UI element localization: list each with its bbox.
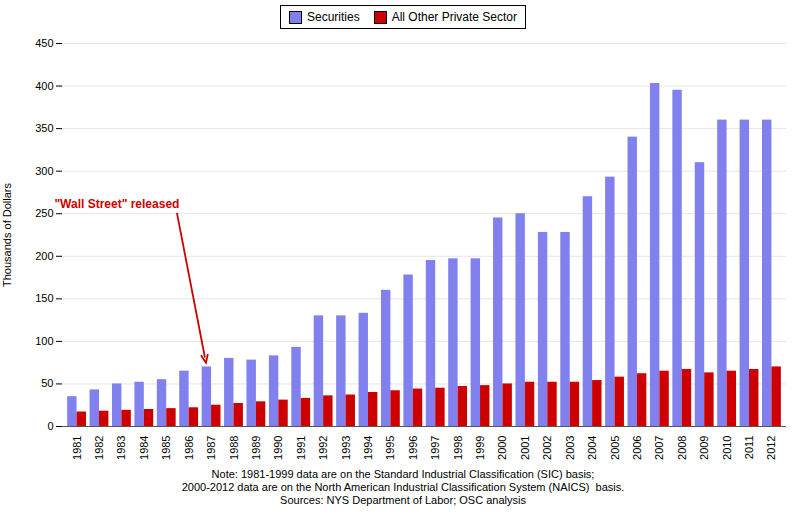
svg-text:2012: 2012	[765, 436, 777, 460]
svg-text:100: 100	[35, 335, 53, 347]
svg-text:1983: 1983	[115, 436, 127, 460]
svg-text:1994: 1994	[362, 436, 374, 460]
html-text:Securities: Securities	[307, 10, 360, 24]
svg-text:2010: 2010	[721, 436, 733, 460]
svg-text:1985: 1985	[160, 436, 172, 460]
svg-text:2007: 2007	[653, 436, 665, 460]
svg-text:2000: 2000	[496, 436, 508, 460]
svg-text:250: 250	[35, 207, 53, 219]
svg-text:2002: 2002	[541, 436, 553, 460]
svg-text:1996: 1996	[407, 436, 419, 460]
svg-text:400: 400	[35, 80, 53, 92]
svg-text:1988: 1988	[227, 436, 239, 460]
svg-text:2005: 2005	[609, 436, 621, 460]
svg-text:1992: 1992	[317, 436, 329, 460]
svg-text:1989: 1989	[250, 436, 262, 460]
svg-text:1986: 1986	[183, 436, 195, 460]
svg-text:1997: 1997	[429, 436, 441, 460]
svg-text:"Wall Street" released: "Wall Street" released	[54, 197, 179, 211]
svg-text:2009: 2009	[698, 436, 710, 460]
html-text:All Other Private Sector: All Other Private Sector	[391, 10, 517, 24]
svg-text:1987: 1987	[205, 436, 217, 460]
svg-text:1999: 1999	[474, 436, 486, 460]
svg-text:50: 50	[41, 377, 53, 389]
svg-text:1981: 1981	[71, 436, 83, 460]
svg-text:1993: 1993	[340, 436, 352, 460]
svg-text:1990: 1990	[272, 436, 284, 460]
svg-text:Thousands of Dollars: Thousands of Dollars	[1, 183, 13, 287]
svg-text:1995: 1995	[384, 436, 396, 460]
html-text:Sources: NYS Department of Lab: Sources: NYS Department of Labor; OSC an…	[280, 494, 526, 506]
svg-text:2011: 2011	[743, 436, 755, 460]
svg-text:350: 350	[35, 122, 53, 134]
svg-text:2006: 2006	[631, 436, 643, 460]
svg-text:1998: 1998	[452, 436, 464, 460]
svg-text:0: 0	[47, 420, 53, 432]
svg-text:300: 300	[35, 165, 53, 177]
svg-text:1984: 1984	[138, 436, 150, 460]
svg-text:200: 200	[35, 250, 53, 262]
svg-text:2001: 2001	[519, 436, 531, 460]
svg-text:150: 150	[35, 292, 53, 304]
svg-text:2008: 2008	[676, 436, 688, 460]
svg-text:1982: 1982	[93, 436, 105, 460]
svg-text:450: 450	[35, 37, 53, 49]
svg-text:2004: 2004	[586, 436, 598, 460]
svg-text:1991: 1991	[295, 436, 307, 460]
html-text:Note: 1981-1999 data are on th: Note: 1981-1999 data are on the Standard…	[211, 468, 595, 480]
svg-text:2003: 2003	[564, 436, 576, 460]
html-text:2000-2012 data are on the Nort: 2000-2012 data are on the North American…	[181, 481, 625, 493]
